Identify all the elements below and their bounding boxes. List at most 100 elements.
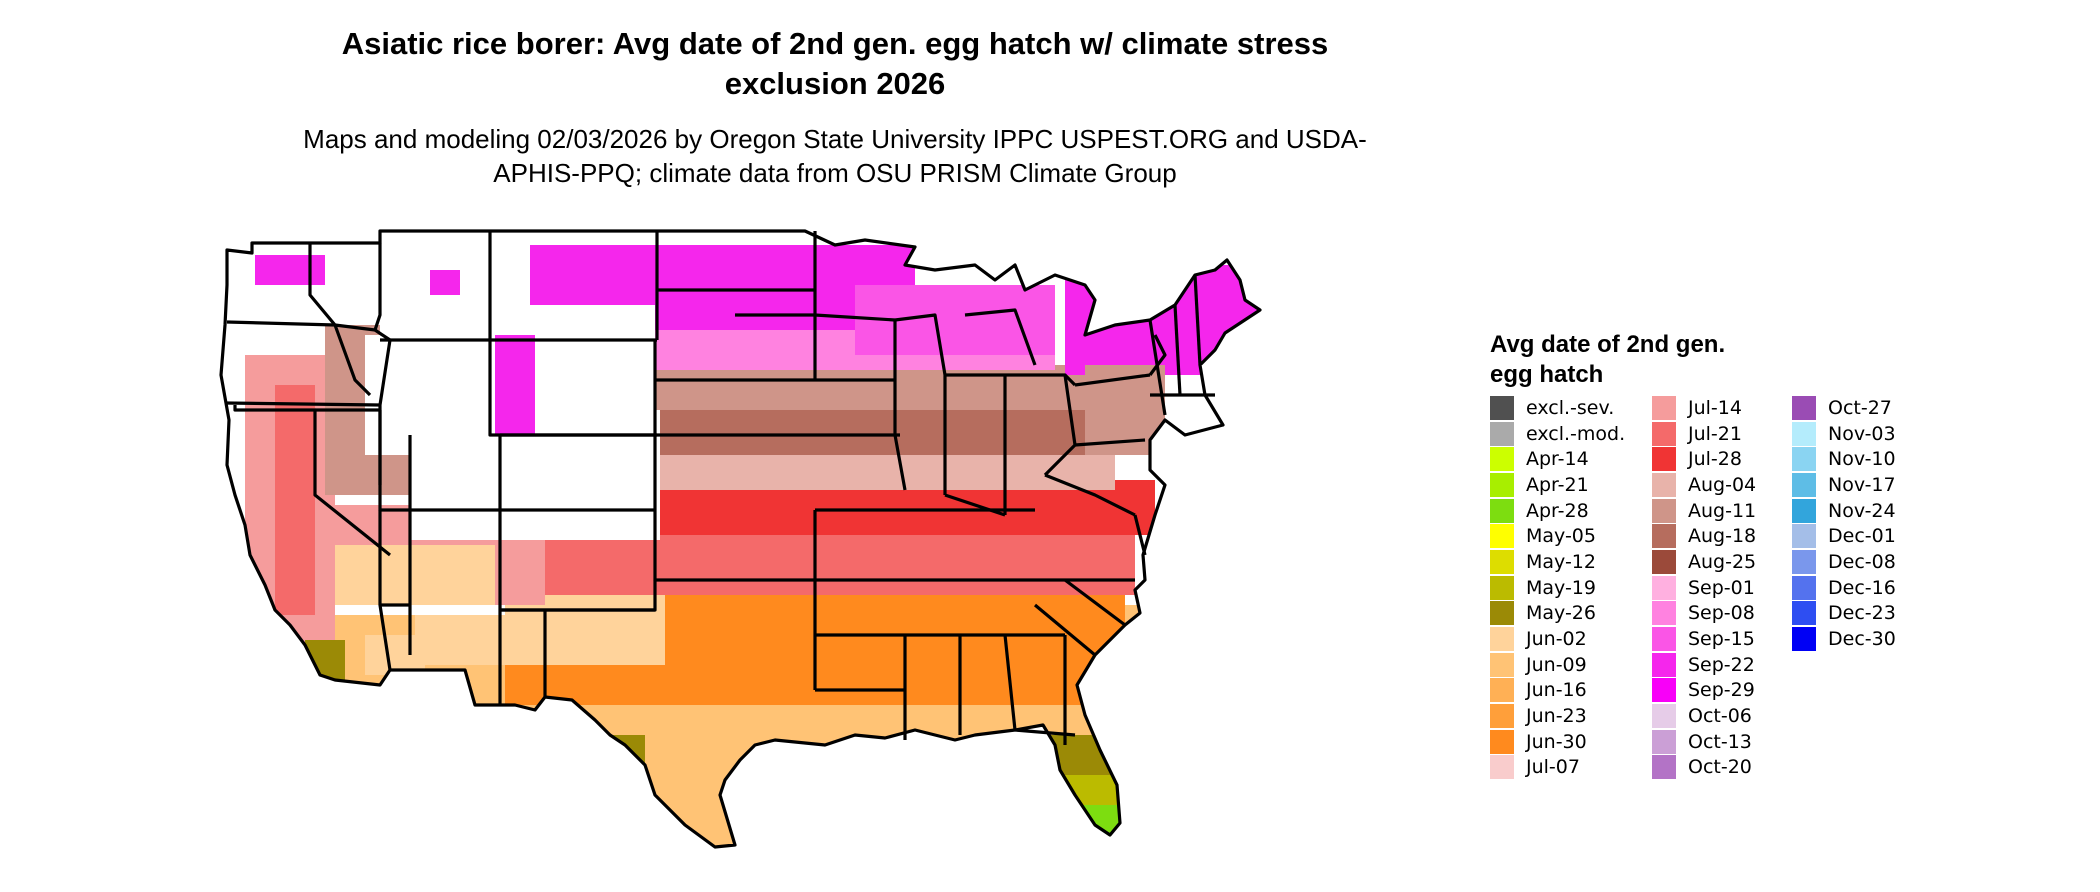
legend-item: Sep-15 <box>1652 626 1756 652</box>
legend-item: Jun-23 <box>1490 703 1625 729</box>
legend-item: Sep-08 <box>1652 601 1756 627</box>
legend-swatch <box>1652 395 1676 420</box>
legend-label: Aug-25 <box>1688 550 1757 573</box>
legend-label: excl.-sev. <box>1526 396 1615 419</box>
legend-swatch <box>1652 421 1676 446</box>
legend-label: Oct-20 <box>1688 756 1752 779</box>
legend-swatch <box>1490 678 1514 703</box>
legend-item: Dec-16 <box>1792 575 1896 601</box>
legend-swatch <box>1652 498 1676 523</box>
legend-label: Oct-13 <box>1688 730 1752 753</box>
legend-swatch <box>1490 575 1514 600</box>
legend-label: Jun-23 <box>1526 705 1587 728</box>
legend-item: Oct-20 <box>1652 755 1756 781</box>
legend-swatch <box>1490 627 1514 652</box>
legend-swatch <box>1490 395 1514 420</box>
legend-item: Aug-25 <box>1652 549 1756 575</box>
legend-swatch <box>1490 601 1514 626</box>
legend-swatch <box>1490 447 1514 472</box>
legend-swatch <box>1792 395 1816 420</box>
legend-swatch <box>1792 472 1816 497</box>
legend-label: Jun-30 <box>1526 730 1587 753</box>
legend-swatch <box>1652 601 1676 626</box>
legend-label: Jul-07 <box>1526 756 1580 779</box>
legend-column: Oct-27 Nov-03 Nov-10 Nov-17 Nov-24 Dec-01 Dec-… <box>1792 395 1896 652</box>
legend-item: Oct-27 <box>1792 395 1896 421</box>
legend-swatch <box>1652 447 1676 472</box>
legend-swatch <box>1652 627 1676 652</box>
legend-label: Aug-11 <box>1688 499 1757 522</box>
legend-swatch <box>1792 549 1816 574</box>
legend-swatch <box>1652 704 1676 729</box>
legend-item: Apr-21 <box>1490 472 1625 498</box>
legend-swatch <box>1490 498 1514 523</box>
legend-label: Aug-18 <box>1688 525 1757 548</box>
legend-item: Dec-08 <box>1792 549 1896 575</box>
legend-title: Avg date of 2nd gen. egg hatch <box>1490 331 1726 388</box>
legend-item: excl.-sev. <box>1490 395 1625 421</box>
legend-item: Dec-30 <box>1792 626 1896 652</box>
legend-swatch <box>1490 549 1514 574</box>
legend-item: Aug-18 <box>1652 523 1756 549</box>
legend-item: Dec-01 <box>1792 523 1896 549</box>
legend-swatch <box>1490 729 1514 754</box>
legend-label: excl.-mod. <box>1526 422 1626 445</box>
legend-item: Jun-02 <box>1490 626 1625 652</box>
legend-swatch <box>1792 524 1816 549</box>
legend-label: Nov-03 <box>1828 422 1896 445</box>
legend-swatch <box>1652 524 1676 549</box>
legend-swatch <box>1792 498 1816 523</box>
legend-item: May-26 <box>1490 601 1625 627</box>
legend-label: Nov-24 <box>1828 499 1896 522</box>
legend-item: Aug-04 <box>1652 472 1756 498</box>
legend-column: excl.-sev. excl.-mod. Apr-14 Apr-21 Apr-28 Ma… <box>1490 395 1625 780</box>
legend-label: Sep-22 <box>1688 653 1755 676</box>
legend-label: Sep-01 <box>1688 576 1755 599</box>
legend-item: Nov-24 <box>1792 498 1896 524</box>
legend-swatch <box>1792 627 1816 652</box>
legend-swatch <box>1792 575 1816 600</box>
legend-item: Jul-28 <box>1652 446 1756 472</box>
legend-item: Jun-09 <box>1490 652 1625 678</box>
legend-swatch <box>1490 652 1514 677</box>
legend-label: Sep-15 <box>1688 628 1755 651</box>
legend-swatch <box>1490 421 1514 446</box>
legend-label: Aug-04 <box>1688 473 1757 496</box>
legend-label: Apr-28 <box>1526 499 1589 522</box>
legend-label: Dec-30 <box>1828 628 1896 651</box>
legend-item: Jul-14 <box>1652 395 1756 421</box>
legend-label: Jun-09 <box>1526 653 1587 676</box>
legend-swatch <box>1792 601 1816 626</box>
legend-swatch <box>1652 678 1676 703</box>
legend-label: May-05 <box>1526 525 1596 548</box>
legend-label: Dec-08 <box>1828 550 1896 573</box>
legend-label: May-19 <box>1526 576 1596 599</box>
legend-item: Jun-30 <box>1490 729 1625 755</box>
map-subtitle: Maps and modeling 02/03/2026 by Oregon S… <box>303 124 1367 188</box>
legend-item: Apr-14 <box>1490 446 1625 472</box>
legend-label: Sep-29 <box>1688 679 1755 702</box>
legend-item: Aug-11 <box>1652 498 1756 524</box>
legend-swatch <box>1652 549 1676 574</box>
legend-item: Nov-17 <box>1792 472 1896 498</box>
legend-label: Dec-01 <box>1828 525 1896 548</box>
legend-label: Jun-16 <box>1526 679 1587 702</box>
legend-label: Dec-23 <box>1828 602 1896 625</box>
legend-item: Jun-16 <box>1490 678 1625 704</box>
legend-item: Sep-01 <box>1652 575 1756 601</box>
legend-label: Nov-17 <box>1828 473 1896 496</box>
legend-swatch <box>1652 729 1676 754</box>
legend-column: Jul-14 Jul-21 Jul-28 Aug-04 Aug-11 Aug-18 Aug-… <box>1652 395 1756 780</box>
legend-label: Jun-02 <box>1526 628 1587 651</box>
legend-swatch <box>1792 421 1816 446</box>
legend-item: May-12 <box>1490 549 1625 575</box>
legend-label: Dec-16 <box>1828 576 1896 599</box>
legend-item: May-19 <box>1490 575 1625 601</box>
legend-label: May-12 <box>1526 550 1596 573</box>
legend-item: excl.-mod. <box>1490 421 1625 447</box>
map-title: Asiatic rice borer: Avg date of 2nd gen.… <box>341 26 1329 101</box>
legend-label: Jul-28 <box>1688 448 1742 471</box>
legend-swatch <box>1652 755 1676 780</box>
legend-swatch <box>1792 447 1816 472</box>
legend-item: Sep-22 <box>1652 652 1756 678</box>
